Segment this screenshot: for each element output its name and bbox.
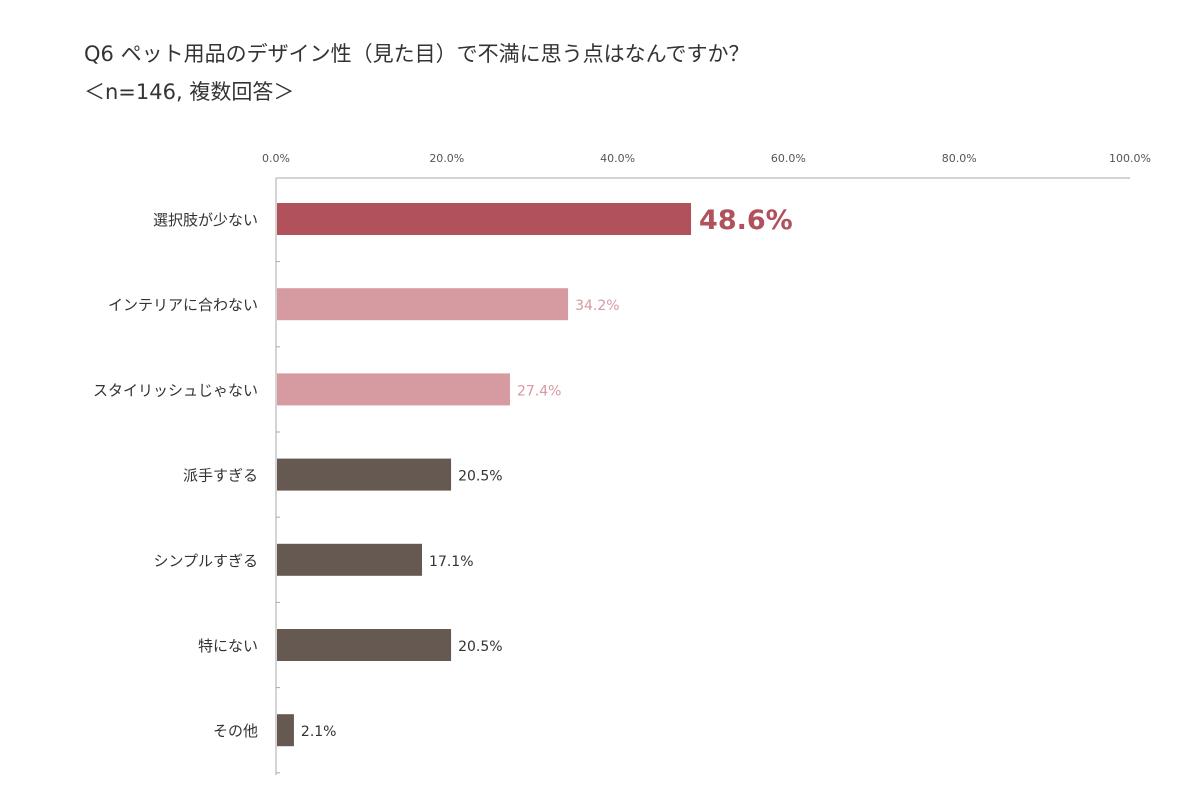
x-tick-label: 20.0% [429,152,464,165]
category-label: 派手すぎる [183,467,258,485]
data-label: 17.1% [429,554,473,570]
data-label: 48.6% [699,205,793,236]
category-label: シンプルすぎる [153,552,258,570]
data-label: 27.4% [517,383,561,399]
bar [277,458,452,491]
category-label: インテリアに合わない [108,296,258,314]
x-tick-label: 0.0% [262,152,290,165]
data-label: 20.5% [458,639,502,655]
x-tick-label: 60.0% [771,152,806,165]
category-label: 選択肢が少ない [153,211,258,229]
data-label: 20.5% [458,469,502,485]
category-label: スタイリッシュじゃない [93,381,258,399]
category-label: 特にない [198,637,258,655]
data-label: 2.1% [301,724,337,740]
x-tick-label: 40.0% [600,152,635,165]
bar [277,288,569,321]
category-label: その他 [213,722,258,740]
bar [277,629,452,661]
bar [277,373,510,406]
bar [277,543,423,576]
data-label: 34.2% [575,298,619,314]
bar [277,203,692,235]
chart-subtitle: ＜n=146, 複数回答＞ [84,80,295,104]
chart-title: Q6 ペット用品のデザイン性（見た目）で不満に思う点はなんですか？ [84,42,750,66]
x-tick-label: 100.0% [1109,152,1151,165]
x-tick-label: 80.0% [942,152,977,165]
bar [277,714,294,747]
